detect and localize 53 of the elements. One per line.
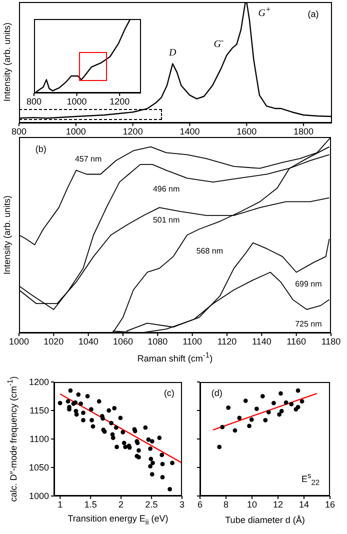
x-tick-label: 1.5 — [84, 499, 97, 510]
x-tick-label: 8 — [223, 499, 229, 510]
x-tick-label: 1080 — [148, 336, 168, 346]
series-label: 457 nm — [74, 154, 102, 164]
series-label: 568 nm — [196, 246, 223, 256]
series-label: 501 nm — [152, 216, 180, 225]
annotation: G$^{+}$ — [258, 4, 272, 20]
x-tick-label: 2 — [118, 499, 124, 510]
y-tick-label: 1100 — [30, 434, 49, 444]
x-tick-label: 800 — [11, 126, 27, 136]
x-axis-title: Transition energy E$_{ii}$ (eV) — [68, 514, 168, 526]
annotation: (a) — [308, 9, 319, 20]
x-tick-label: 1200 — [122, 126, 143, 136]
x-tick-label: 16 — [324, 499, 336, 510]
x-tick-label: 1140 — [252, 336, 272, 346]
x-tick-label: 2.5 — [145, 499, 158, 510]
x-axis-title: Tube diameter d (Å) — [225, 515, 305, 525]
series-label: 699 nm — [295, 280, 322, 288]
x-tick-label: 1040 — [78, 336, 98, 346]
x-tick-label: 1200 — [110, 96, 130, 106]
annotation: (d) — [211, 388, 222, 398]
x-tick-label: 1 — [58, 499, 63, 510]
x-tick-label: 1600 — [236, 126, 257, 136]
x-tick-label: 1100 — [182, 336, 202, 346]
x-tick-label: 1180 — [321, 336, 341, 346]
x-tick-label: 1000 — [8, 336, 30, 346]
x-tick-label: 6 — [197, 499, 203, 510]
annotation: (c) — [164, 388, 174, 398]
y-axis-title: Intensity (arb. units) — [2, 195, 12, 275]
y-tick-label: 1150 — [30, 406, 49, 416]
annotation: (b) — [35, 144, 46, 154]
x-tick-label: 1800 — [294, 126, 314, 136]
x-tick-label: 800 — [26, 96, 42, 106]
x-tick-label: 1120 — [217, 336, 237, 346]
x-tick-label: 1400 — [180, 126, 200, 136]
x-tick-label: 1000 — [66, 126, 86, 136]
y-axis-title: Intensity (arb. units) — [2, 22, 12, 102]
series-label: 725 nm — [295, 320, 322, 329]
x-tick-label: 1020 — [44, 336, 64, 346]
annotation: G$^{-}$ — [214, 36, 224, 50]
x-tick-label: 12 — [272, 499, 284, 510]
y-tick-label: 1000 — [28, 491, 49, 502]
x-tick-label: 1000 — [66, 96, 87, 106]
x-tick-label: 3 — [179, 499, 185, 510]
y-tick-label: 1200 — [28, 377, 49, 388]
x-tick-label: 14 — [298, 499, 310, 510]
x-axis-title: Raman shift (cm$^{-1}$) — [137, 350, 213, 364]
x-tick-label: 1060 — [112, 336, 134, 346]
annotation: D — [169, 47, 176, 58]
x-tick-label: 10 — [246, 499, 258, 510]
series-label: 496 nm — [152, 184, 180, 194]
x-tick-label: 1160 — [286, 336, 306, 346]
y-tick-label: 1050 — [28, 462, 49, 473]
